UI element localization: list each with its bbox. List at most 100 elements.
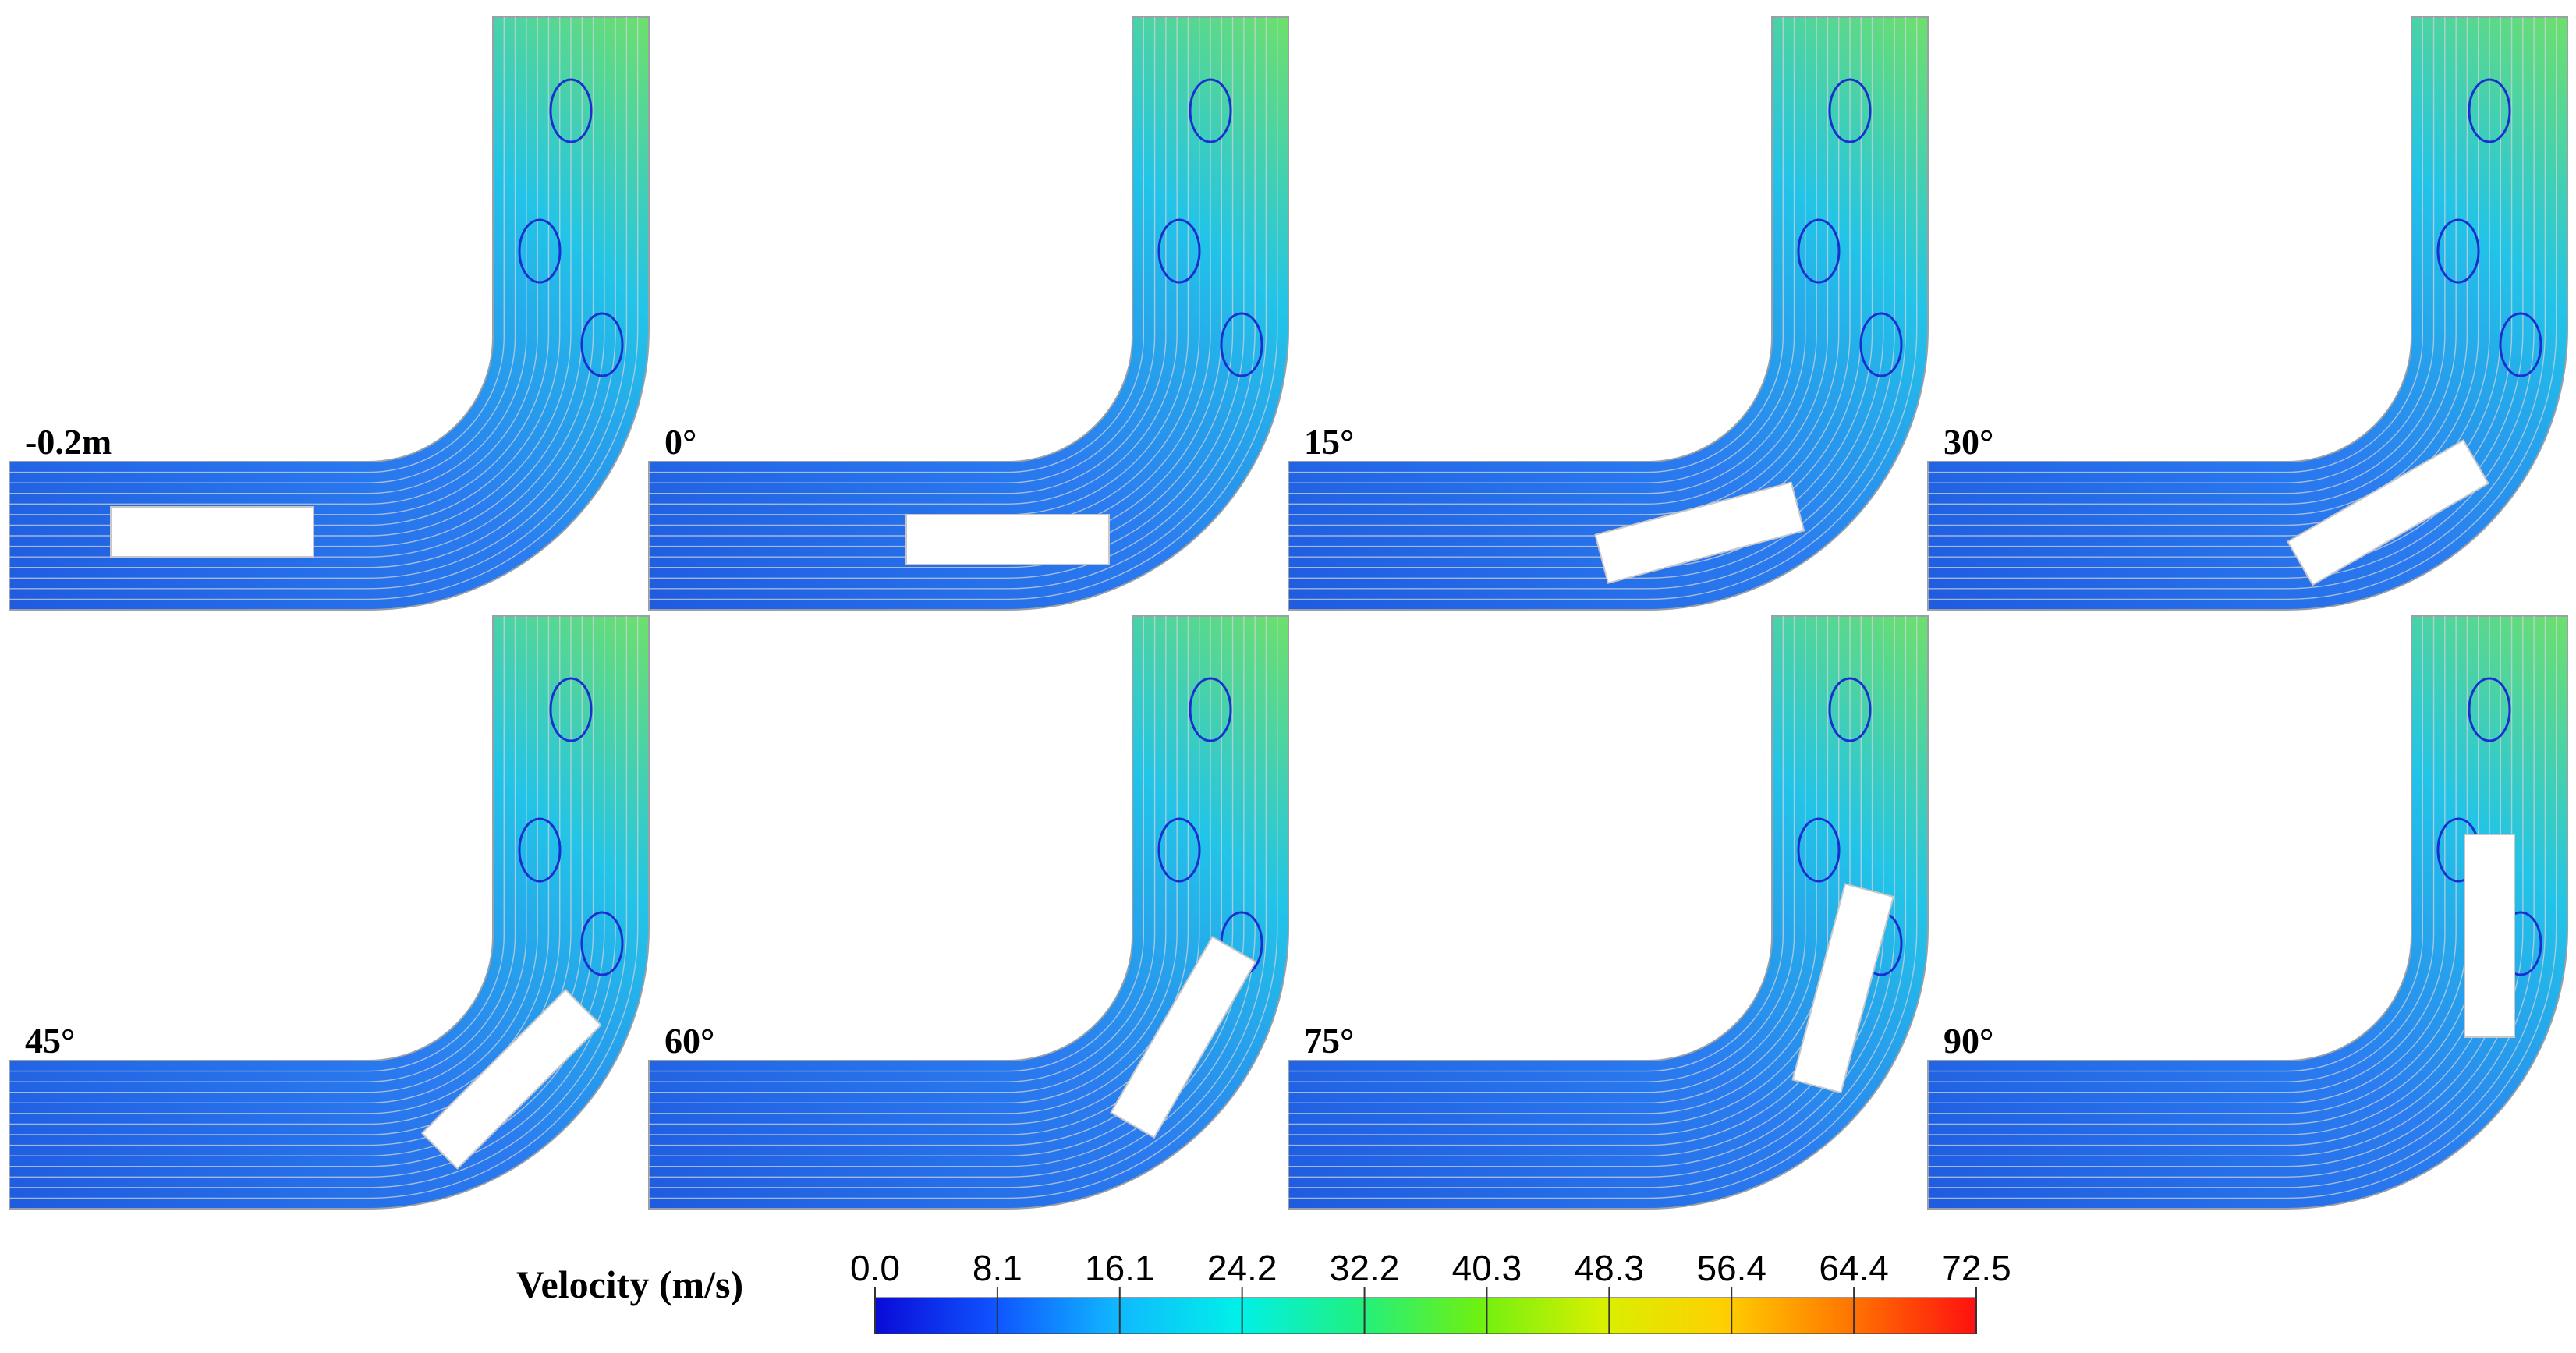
vortex-marker <box>1828 78 1872 143</box>
pipe-bend <box>1288 615 1929 1210</box>
streamline <box>1288 616 1784 1072</box>
pipe-bend <box>9 615 650 1210</box>
streamline <box>9 616 538 1103</box>
streamline <box>9 17 505 473</box>
streamlines <box>649 17 1278 600</box>
vortex-marker <box>1797 218 1841 284</box>
obstacle-plate <box>1594 481 1805 584</box>
pipe-bend <box>9 16 650 611</box>
vortex-marker <box>518 817 562 883</box>
vortex-marker <box>549 677 593 742</box>
streamline <box>1928 616 2446 1093</box>
vortex-marker <box>580 312 624 377</box>
streamline <box>1288 616 1884 1167</box>
flow-panel: -0.2m <box>9 16 650 611</box>
obstacle-plate <box>1110 936 1257 1139</box>
obstacle-plate <box>1791 883 1894 1094</box>
streamline <box>1288 17 1795 483</box>
streamline <box>1288 616 1806 1093</box>
vortex-marker <box>1859 312 1903 377</box>
streamline <box>649 616 1278 1199</box>
streamline <box>1288 616 1817 1103</box>
streamline <box>9 17 594 558</box>
streamline <box>649 17 1144 473</box>
streamline <box>9 616 516 1082</box>
streamline <box>1928 616 2457 1103</box>
vortex-marker <box>2499 312 2542 377</box>
streamline <box>1288 616 1795 1082</box>
colorbar-tick-label: 24.2 <box>1207 1248 1277 1288</box>
streamline <box>1928 616 2546 1188</box>
streamline <box>1288 17 1895 579</box>
streamline <box>1928 616 2535 1178</box>
streamline <box>9 17 538 505</box>
pipe-bend <box>1927 615 2568 1210</box>
streamline <box>1288 616 1895 1178</box>
pipe-bend <box>1927 16 2568 611</box>
panel-label: 90° <box>1944 1021 1993 1061</box>
colorbar-tick-label: 72.5 <box>1941 1248 2011 1288</box>
streamline <box>1928 616 2435 1082</box>
vortex-marker <box>1189 677 1232 742</box>
streamline <box>649 616 1178 1103</box>
streamline <box>9 17 527 494</box>
colorbar-gradient <box>874 1297 1977 1334</box>
vortex-marker <box>1828 677 1872 742</box>
streamline <box>1288 17 1907 590</box>
streamline <box>1928 17 2457 505</box>
flow-panel: 0° <box>648 16 1289 611</box>
streamline <box>649 616 1144 1072</box>
pipe-bend <box>648 16 1289 611</box>
vortex-marker <box>518 218 562 284</box>
vortex-marker <box>2468 78 2511 143</box>
streamline <box>9 17 583 547</box>
streamline <box>649 17 1256 579</box>
streamline <box>1928 17 2546 590</box>
obstacle-plate <box>420 988 602 1170</box>
colorbar-tick-label: 48.3 <box>1575 1248 1645 1288</box>
panel-label: 30° <box>1944 422 1993 462</box>
streamline <box>649 17 1267 590</box>
streamline <box>9 17 605 568</box>
streamline <box>1288 17 1806 494</box>
obstacle-plate <box>2464 834 2515 1038</box>
pipe-bend <box>1288 16 1929 611</box>
streamline <box>1928 616 2524 1167</box>
streamline <box>9 616 616 1178</box>
vortex-marker <box>1157 817 1201 883</box>
vortex-marker <box>549 78 593 143</box>
streamline <box>649 616 1167 1093</box>
streamline <box>649 17 1189 515</box>
flow-panel: 60° <box>648 615 1289 1210</box>
colorbar-tick-label: 16.1 <box>1085 1248 1155 1288</box>
streamline <box>649 17 1167 494</box>
streamline <box>1928 616 2423 1072</box>
obstacle-plate <box>110 506 314 558</box>
streamline <box>1288 616 1907 1188</box>
streamline <box>649 616 1267 1188</box>
streamline <box>9 616 527 1093</box>
streamline <box>1288 17 1817 505</box>
colorbar-tick-label: 64.4 <box>1819 1248 1889 1288</box>
obstacle-plate <box>905 514 1110 565</box>
pipe-bend <box>648 615 1289 1210</box>
streamline <box>9 17 572 537</box>
streamline <box>1928 17 2446 494</box>
vortex-marker <box>2436 218 2480 284</box>
colorbar-tick-label: 8.1 <box>973 1248 1022 1288</box>
colorbar-tick-label: 0.0 <box>850 1248 900 1288</box>
streamline <box>649 17 1278 600</box>
streamline <box>9 17 516 483</box>
vortex-marker <box>1797 817 1841 883</box>
streamline <box>9 616 639 1199</box>
streamline <box>9 616 605 1167</box>
vortex-marker <box>1220 312 1263 377</box>
streamline <box>9 616 628 1188</box>
flow-panel: 90° <box>1927 615 2568 1210</box>
vortex-marker <box>1189 78 1232 143</box>
colorbar-tick-label: 40.3 <box>1452 1248 1522 1288</box>
streamline <box>649 616 1156 1082</box>
colorbar-title: Velocity (m/s) <box>516 1263 744 1306</box>
streamline <box>1288 17 1784 473</box>
